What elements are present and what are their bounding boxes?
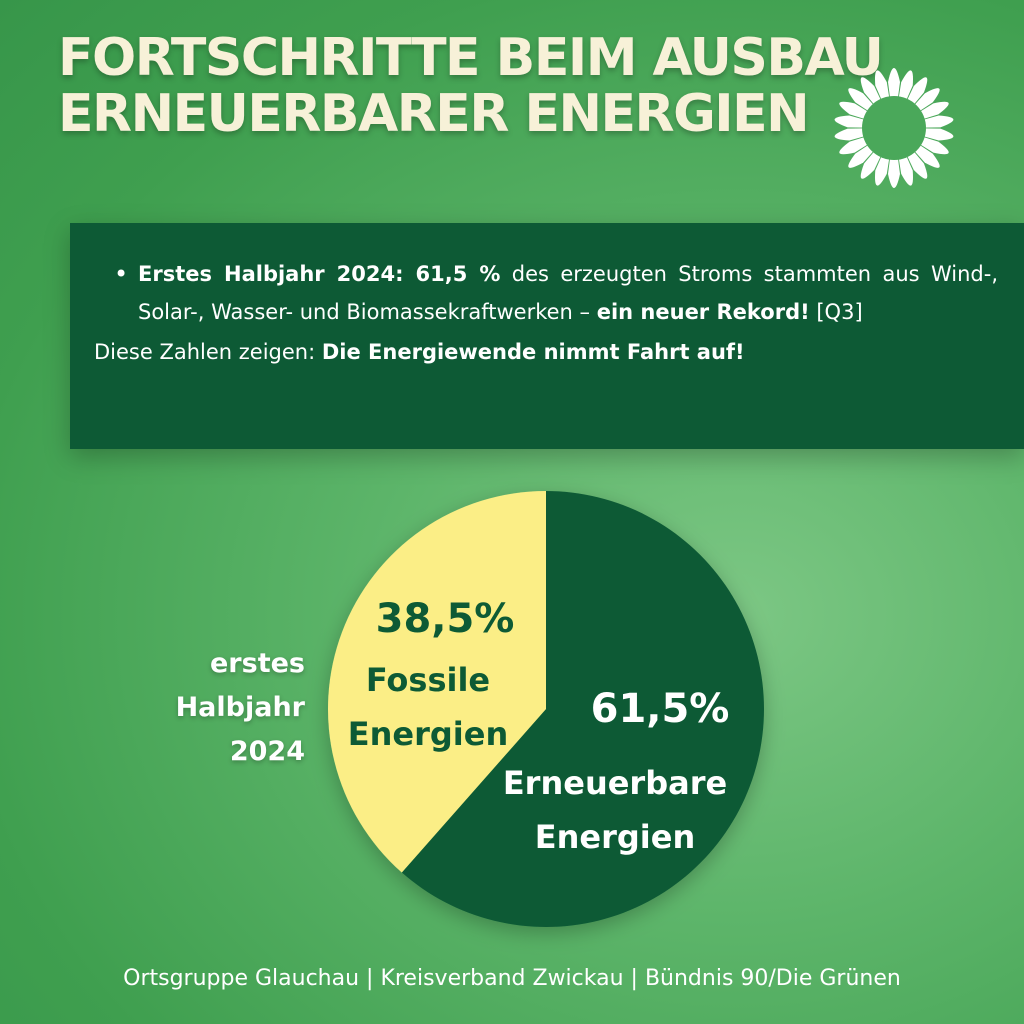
bullet-reference: [Q3] xyxy=(809,300,863,324)
bullet-emphasis: ein neuer Rekord! xyxy=(596,300,810,324)
bullet-text: Erstes Halbjahr 2024: 61,5 % des erzeugt… xyxy=(138,255,998,331)
pie-value-label: 61,5% xyxy=(590,686,730,732)
pie-slice-label-line: Energien xyxy=(347,715,509,753)
pie-value-label: 38,5% xyxy=(375,596,515,642)
pie-slice-label-line: Erneuerbare xyxy=(502,764,728,802)
period-label: erstes Halbjahr 2024 xyxy=(150,642,305,774)
bullet-icon: • xyxy=(114,260,129,288)
pie-slice xyxy=(401,491,765,928)
bullet-body: des erzeugten Stroms stammten aus Wind-,… xyxy=(138,262,998,324)
pie-slice-label-line: Fossile xyxy=(365,661,491,699)
pie-slice-label: Erneuerbare Energien xyxy=(503,756,727,864)
info-bullet: • Erstes Halbjahr 2024: 61,5 % des erzeu… xyxy=(94,255,998,331)
period-line: Halbjahr xyxy=(175,692,305,723)
info-box: • Erstes Halbjahr 2024: 61,5 % des erzeu… xyxy=(70,223,1024,449)
conclusion-emphasis: Die Energiewende nimmt Fahrt auf! xyxy=(321,340,745,364)
period-line: erstes xyxy=(210,648,305,679)
bullet-lead: Erstes Halbjahr 2024: 61,5 % xyxy=(138,262,501,286)
sunflower-logo-icon xyxy=(834,68,954,188)
pie-slice-label-line: Energien xyxy=(534,818,696,856)
period-line: 2024 xyxy=(229,736,305,767)
pie-slice xyxy=(328,491,546,873)
page-title: FORTSCHRITTE BEIM AUSBAU ERNEUERBARER EN… xyxy=(58,28,884,144)
footer-credits: Ortsgruppe Glauchau | Kreisverband Zwick… xyxy=(123,966,901,991)
title-line-1: FORTSCHRITTE BEIM AUSBAU xyxy=(58,28,884,88)
conclusion-text: Diese Zahlen zeigen: Die Energiewende ni… xyxy=(94,333,998,371)
conclusion-lead: Diese Zahlen zeigen: xyxy=(94,340,322,364)
title-line-2: ERNEUERBARER ENERGIEN xyxy=(58,84,810,144)
pie-slice-label: Fossile Energien xyxy=(348,653,508,761)
